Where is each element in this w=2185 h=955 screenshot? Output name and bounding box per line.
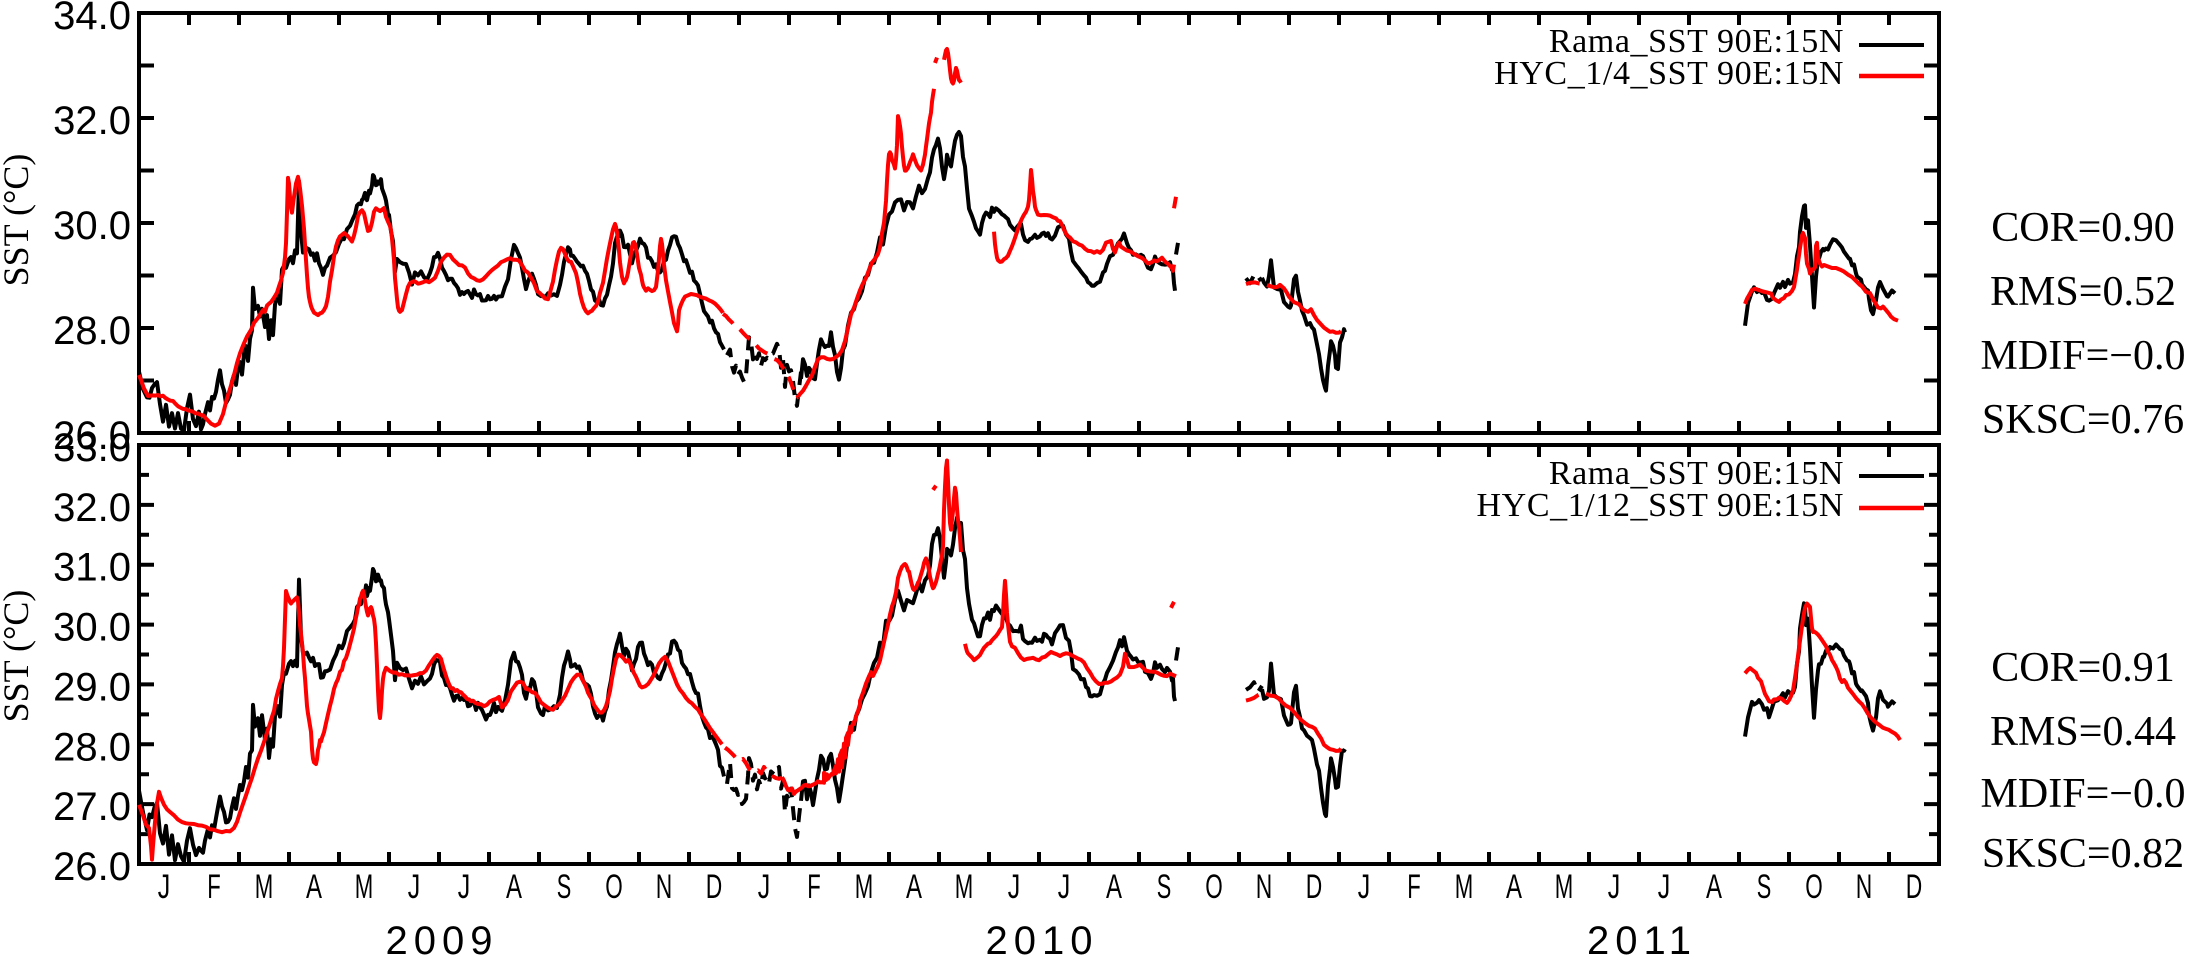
svg-text:A: A [1706, 868, 1722, 906]
svg-text:J: J [458, 868, 471, 906]
svg-text:O: O [1205, 868, 1223, 906]
svg-text:RMS=0.44: RMS=0.44 [1990, 709, 2176, 755]
svg-text:M: M [1555, 868, 1574, 906]
svg-text:M: M [855, 868, 874, 906]
svg-text:J: J [408, 868, 421, 906]
svg-text:HYC_1/12_SST 90E:15N: HYC_1/12_SST 90E:15N [1477, 487, 1844, 524]
svg-text:A: A [306, 868, 322, 906]
svg-text:J: J [1358, 868, 1371, 906]
svg-text:S: S [557, 868, 572, 906]
svg-text:N: N [1256, 868, 1273, 906]
svg-text:M: M [1455, 868, 1474, 906]
svg-text:26.0: 26.0 [53, 845, 131, 889]
svg-text:2010: 2010 [986, 919, 1099, 955]
svg-text:27.0: 27.0 [53, 785, 131, 829]
svg-text:HYC_1/4_SST 90E:15N: HYC_1/4_SST 90E:15N [1494, 55, 1844, 92]
svg-text:COR=0.90: COR=0.90 [1991, 205, 2175, 251]
svg-text:COR=0.91: COR=0.91 [1991, 645, 2175, 691]
svg-text:J: J [158, 868, 171, 906]
svg-text:O: O [605, 868, 623, 906]
svg-text:Rama_SST 90E:15N: Rama_SST 90E:15N [1549, 455, 1844, 492]
svg-text:30.0: 30.0 [53, 204, 131, 248]
svg-text:A: A [506, 868, 522, 906]
svg-text:26.0: 26.0 [53, 414, 131, 458]
svg-text:SST (°C): SST (°C) [0, 590, 36, 723]
svg-text:F: F [1407, 868, 1421, 906]
svg-text:SKSC=0.82: SKSC=0.82 [1982, 831, 2184, 877]
svg-text:D: D [706, 868, 723, 906]
svg-text:J: J [758, 868, 771, 906]
svg-text:33.0: 33.0 [53, 426, 131, 470]
svg-text:A: A [1506, 868, 1522, 906]
svg-text:28.0: 28.0 [53, 725, 131, 769]
svg-text:2009: 2009 [386, 919, 499, 955]
svg-text:SKSC=0.76: SKSC=0.76 [1982, 397, 2184, 443]
svg-text:J: J [1058, 868, 1071, 906]
svg-text:MDIF=−0.0: MDIF=−0.0 [1981, 333, 2185, 379]
svg-text:Rama_SST 90E:15N: Rama_SST 90E:15N [1549, 23, 1844, 60]
svg-text:M: M [355, 868, 374, 906]
svg-text:MDIF=−0.0: MDIF=−0.0 [1981, 771, 2185, 817]
svg-text:F: F [807, 868, 821, 906]
svg-text:D: D [1906, 868, 1923, 906]
svg-text:32.0: 32.0 [53, 486, 131, 530]
svg-text:M: M [955, 868, 974, 906]
svg-text:30.0: 30.0 [53, 606, 131, 650]
svg-text:N: N [656, 868, 673, 906]
svg-text:S: S [1757, 868, 1772, 906]
svg-text:28.0: 28.0 [53, 309, 131, 353]
svg-text:SST (°C): SST (°C) [0, 154, 36, 287]
svg-text:A: A [1106, 868, 1122, 906]
svg-text:S: S [1157, 868, 1172, 906]
svg-text:29.0: 29.0 [53, 665, 131, 709]
svg-text:34.0: 34.0 [53, 0, 131, 38]
svg-text:N: N [1856, 868, 1873, 906]
svg-text:32.0: 32.0 [53, 99, 131, 143]
svg-text:O: O [1805, 868, 1823, 906]
svg-text:31.0: 31.0 [53, 546, 131, 590]
svg-text:2011: 2011 [1587, 919, 1697, 955]
svg-text:RMS=0.52: RMS=0.52 [1990, 269, 2176, 315]
svg-text:M: M [255, 868, 274, 906]
svg-text:J: J [1008, 868, 1021, 906]
svg-text:J: J [1658, 868, 1671, 906]
svg-text:A: A [906, 868, 922, 906]
svg-text:F: F [207, 868, 221, 906]
svg-text:D: D [1306, 868, 1323, 906]
svg-text:J: J [1608, 868, 1621, 906]
